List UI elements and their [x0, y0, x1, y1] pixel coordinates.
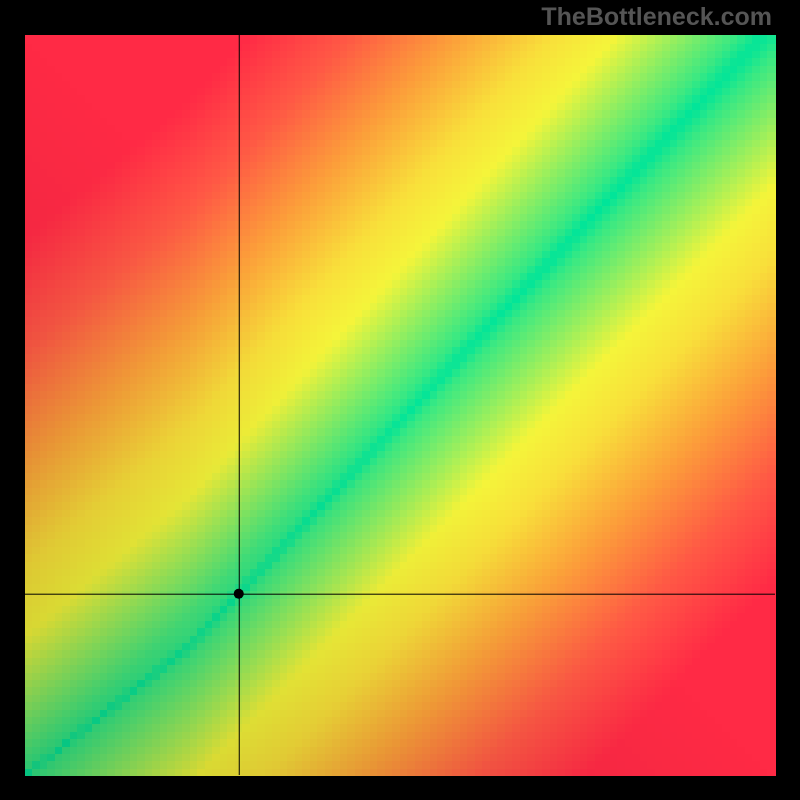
bottleneck-heatmap: [0, 0, 800, 800]
chart-container: { "watermark": "TheBottleneck.com", "plo…: [0, 0, 800, 800]
watermark-text: TheBottleneck.com: [541, 3, 772, 32]
